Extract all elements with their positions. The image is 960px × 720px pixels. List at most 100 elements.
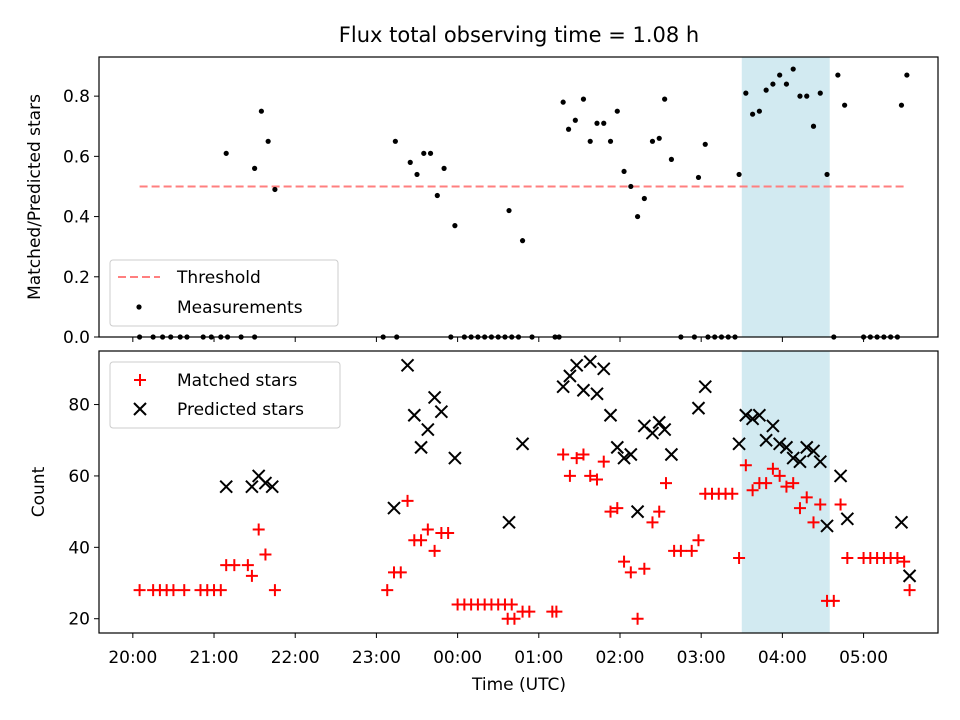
measurement-point [770, 81, 776, 87]
predicted-star-point [400, 358, 415, 372]
measurement-point [797, 93, 803, 99]
ratio-plot-frame [98, 56, 939, 338]
predicted-star-point [894, 515, 909, 530]
ratio-x-ticks [132, 337, 865, 342]
measurement-point [817, 90, 823, 96]
measurement-point [601, 120, 607, 126]
count-x-axis: 20:00 21:00 22:00 23:00 00:00 01:00 02:00 03:00… [108, 633, 888, 668]
matched-star-point [604, 505, 617, 518]
measurement-point [519, 238, 526, 244]
measurement-point [763, 87, 769, 93]
measurement-point [587, 138, 593, 144]
ratio-y-axis: 0.0 0.2 0.4 0.6 0.8 [63, 87, 99, 348]
predicted-star-point [793, 454, 807, 469]
x-tick-label: 20:00 [108, 648, 157, 668]
matched-star-point [214, 584, 227, 597]
matched-star-point [766, 462, 779, 475]
predicted-star-point [820, 519, 834, 533]
matched-star-point [814, 498, 827, 511]
matched-star-point [739, 459, 752, 472]
predicted-star-point [448, 451, 462, 465]
legend-matched-swatch [134, 374, 146, 386]
predicted-star-point [245, 479, 259, 494]
matched-star-point [590, 473, 603, 486]
matched-star-point [800, 491, 813, 504]
matched-star-point [228, 559, 241, 572]
measurement-point [258, 108, 264, 114]
y-tick-label: 0.2 [63, 268, 90, 288]
predicted-star-point [806, 444, 821, 458]
matched-star-point [624, 566, 637, 579]
measurement-point [614, 108, 620, 114]
predicted-star-point [556, 379, 570, 394]
measurement-point [594, 120, 600, 126]
predicted-star-point [745, 412, 760, 426]
matched-star-point [611, 502, 624, 515]
measurement-point [621, 168, 627, 175]
predicted-star-point [833, 469, 848, 483]
predicted-star-point [563, 369, 577, 383]
matched-star-point [674, 544, 687, 557]
measurement-point [265, 138, 271, 144]
predicted-star-point [597, 362, 611, 376]
predicted-star-point [766, 419, 780, 433]
measurement-point [634, 213, 641, 220]
legend-matched-label: Matched stars [177, 371, 297, 391]
measurement-point [777, 72, 783, 78]
measurement-point [628, 183, 634, 190]
matched-star-point [381, 584, 394, 597]
matched-star-point [646, 516, 659, 529]
measurement-point [790, 66, 796, 72]
matched-star-point [570, 452, 583, 465]
predicted-star-point [698, 379, 712, 394]
matched-star-point [597, 455, 610, 468]
measurement-point [580, 96, 587, 102]
x-axis-label: Time (UTC) [471, 675, 566, 695]
measurement-point [756, 108, 762, 114]
predicted-star-point [603, 408, 618, 422]
measurement-point [407, 159, 413, 165]
matched-star-point [557, 448, 570, 461]
matched-star-point [787, 477, 800, 490]
matched-star-point [746, 484, 759, 497]
matched-star-point [834, 498, 847, 511]
matched-star-point [726, 487, 739, 500]
x-tick-label: 05:00 [839, 648, 888, 668]
predicted-star-point [786, 451, 800, 465]
measurement-point [668, 156, 675, 162]
ratio-legend-box [109, 259, 339, 327]
matched-star-point [167, 584, 180, 597]
matched-star-point [428, 544, 441, 557]
predicted-star-point [840, 512, 855, 526]
matched-star-point [891, 552, 904, 565]
matched-star-point [252, 523, 265, 536]
matched-star-point [508, 612, 521, 625]
matched-star-point [394, 566, 407, 579]
predicted-star-point [779, 440, 794, 455]
x-tick-label: 21:00 [190, 648, 239, 668]
matched-star-point [563, 469, 576, 482]
matched-star-point [631, 612, 644, 625]
measurement-point [607, 138, 614, 144]
legend-predicted-label: Predicted stars [177, 400, 304, 420]
measurement-point [272, 186, 278, 193]
measurement-point [572, 117, 578, 123]
measurement-point [695, 174, 702, 181]
predicted-star-point [739, 408, 753, 422]
legend-measurements-label: Measurements [177, 298, 303, 318]
predicted-star-point [610, 440, 624, 455]
matched-star-point [523, 605, 536, 618]
ratio-legend: Threshold Measurements [109, 259, 339, 327]
measurement-point [662, 96, 668, 102]
y-tick-label: 0.0 [63, 328, 90, 348]
predicted-star-point [583, 355, 597, 369]
predicted-star-point [502, 515, 516, 530]
y-tick-label: 80 [68, 396, 90, 416]
predicted-star-point [624, 447, 638, 462]
measurement-point [783, 81, 790, 87]
measurement-point [656, 135, 662, 141]
measurement-point [506, 207, 512, 214]
legend-threshold-label: Threshold [176, 268, 261, 288]
matched-star-point [638, 562, 651, 575]
measurement-point [750, 111, 756, 117]
